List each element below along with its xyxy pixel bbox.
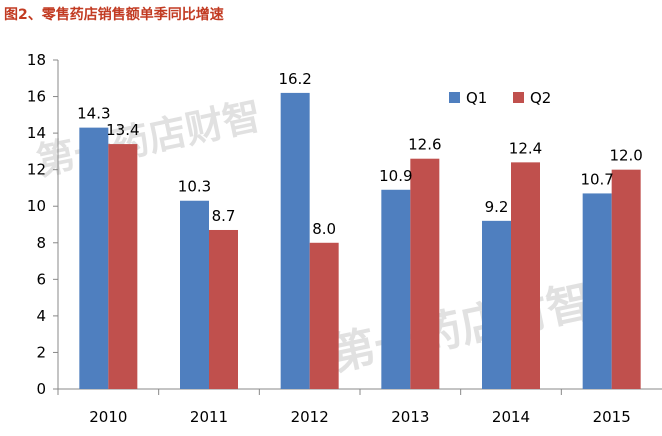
data-label: 16.2 bbox=[278, 70, 311, 88]
bar-q2-2014 bbox=[511, 162, 540, 389]
y-tick-label: 14 bbox=[27, 124, 46, 142]
watermark-text: 第一药店财智 bbox=[327, 276, 596, 381]
y-tick-label: 4 bbox=[36, 307, 46, 325]
y-tick-label: 10 bbox=[27, 197, 46, 215]
y-tick-label: 0 bbox=[36, 380, 46, 398]
data-label: 9.2 bbox=[485, 198, 509, 216]
data-label: 12.6 bbox=[408, 136, 441, 154]
data-label: 10.9 bbox=[379, 167, 412, 185]
bar-q1-2012 bbox=[280, 92, 310, 390]
x-tick-label: 2012 bbox=[291, 408, 329, 426]
x-tick-label: 2010 bbox=[89, 408, 127, 426]
data-label: 13.4 bbox=[106, 121, 139, 139]
y-tick-label: 2 bbox=[36, 343, 46, 361]
bar-q2-2013 bbox=[410, 158, 440, 389]
bar-q2-2010 bbox=[108, 144, 138, 389]
y-tick-label: 16 bbox=[27, 88, 46, 106]
data-label: 8.7 bbox=[212, 207, 236, 225]
data-label: 12.4 bbox=[509, 139, 542, 157]
bars bbox=[79, 92, 641, 390]
bar-q2-2012 bbox=[309, 242, 339, 389]
y-tick-label: 12 bbox=[27, 161, 46, 179]
data-label: 8.0 bbox=[312, 220, 336, 238]
y-tick-label: 6 bbox=[36, 270, 46, 288]
x-tick-label: 2015 bbox=[593, 408, 631, 426]
data-label: 10.3 bbox=[178, 178, 211, 196]
bar-q1-2010 bbox=[79, 127, 109, 389]
legend-label-q2: Q2 bbox=[530, 89, 551, 107]
y-axis: 0 2 4 6 8 10 12 14 16 18 bbox=[27, 51, 59, 398]
watermark-text: 第一药店财智 bbox=[33, 92, 265, 183]
legend-label-q1: Q1 bbox=[466, 89, 487, 107]
legend: Q1 Q2 bbox=[449, 89, 551, 107]
data-label: 12.0 bbox=[609, 147, 642, 165]
x-axis: 2010 2011 2012 2013 2014 2015 bbox=[57, 388, 662, 426]
legend-swatch-q2 bbox=[513, 92, 524, 103]
x-tick-label: 2013 bbox=[391, 408, 429, 426]
x-tick-label: 2011 bbox=[190, 408, 228, 426]
bar-q1-2011 bbox=[180, 200, 209, 389]
y-tick-label: 8 bbox=[36, 234, 46, 252]
data-label: 14.3 bbox=[77, 105, 110, 123]
bar-q1-2014 bbox=[482, 220, 511, 389]
bar-q1-2015 bbox=[582, 193, 612, 389]
bar-q1-2013 bbox=[381, 189, 411, 389]
bar-q2-2015 bbox=[611, 169, 641, 389]
y-tick-label: 18 bbox=[27, 51, 46, 69]
legend-swatch-q1 bbox=[449, 92, 460, 103]
x-tick-label: 2014 bbox=[492, 408, 530, 426]
figure-title: 图2、零售药店销售额单季同比增速 bbox=[4, 7, 224, 23]
data-label: 10.7 bbox=[580, 170, 613, 188]
bar-q2-2011 bbox=[209, 229, 238, 389]
data-labels: 14.3 10.3 16.2 10.9 9.2 10.7 13.4 8.7 8.0 12.6 12.… bbox=[77, 70, 643, 238]
